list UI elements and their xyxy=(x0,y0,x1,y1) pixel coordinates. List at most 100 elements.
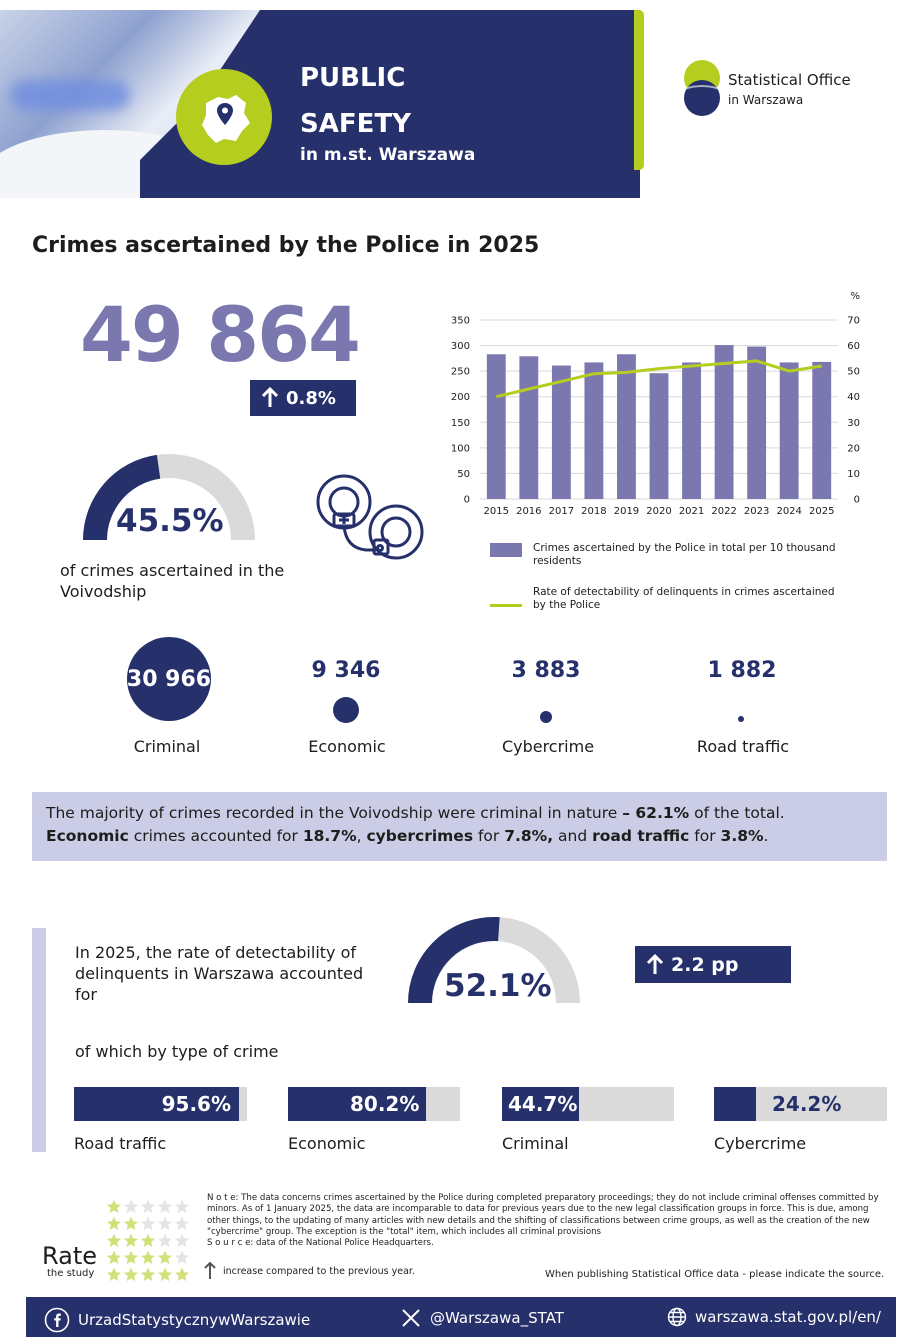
bar-2018 xyxy=(584,362,604,499)
rating-star-icon xyxy=(106,1233,122,1248)
rating-star-icon xyxy=(157,1199,173,1214)
y-left-tick-label: 100 xyxy=(451,443,470,454)
rating-star-icon xyxy=(140,1250,156,1265)
voivodship-share-value: 45.5% xyxy=(116,503,224,539)
category-label-criminal: Criminal xyxy=(133,737,201,756)
rating-star-icon xyxy=(174,1267,190,1282)
category-dot-road-traffic xyxy=(738,716,744,722)
main-title: Crimes ascertained by the Police in 2025 xyxy=(32,233,540,258)
type-bar-criminal: 44.7% xyxy=(502,1087,674,1121)
y-right-tick-label: 50 xyxy=(847,367,860,378)
y-left-tick-label: 350 xyxy=(451,316,470,327)
detectability-gauge xyxy=(408,917,580,1004)
info-line1: The majority of crimes recorded in the V… xyxy=(46,804,785,822)
source-note: S o u r c e: data of the National Police… xyxy=(207,1238,434,1249)
type-bar-value-cybercrime: 24.2% xyxy=(772,1092,842,1116)
rating-star-icon xyxy=(174,1216,190,1231)
type-bar-value-economic: 80.2% xyxy=(350,1092,420,1116)
y-left-tick-label: 200 xyxy=(451,392,470,403)
arrow-up-icon xyxy=(204,1262,216,1279)
x-tick-label: 2015 xyxy=(484,506,509,517)
footer-band xyxy=(26,1297,896,1337)
y-right-tick-label: 40 xyxy=(847,392,860,403)
header-title-line2: SAFETY xyxy=(300,109,411,139)
publish-note: When publishing Statistical Office data … xyxy=(545,1269,885,1280)
globe-icon xyxy=(667,1307,687,1327)
rating-star-icon xyxy=(123,1199,139,1214)
info-box: The majority of crimes recorded in the V… xyxy=(32,792,887,861)
detectability-value: 52.1% xyxy=(444,968,552,1004)
legend-bar-swatch xyxy=(490,543,522,557)
type-label-road-traffic: Road traffic xyxy=(74,1134,167,1153)
rating-star-icon xyxy=(106,1267,122,1282)
category-dot-economic xyxy=(333,697,359,723)
detectability-caption: In 2025, the rate of detectability of de… xyxy=(75,943,364,1004)
type-bar-fill-cybercrime xyxy=(714,1087,756,1121)
rate-study-word[interactable]: Rate xyxy=(42,1242,98,1270)
rate-study-sub[interactable]: the study xyxy=(47,1268,95,1279)
bar-2020 xyxy=(649,373,669,499)
total-crimes-value: 49 864 xyxy=(80,290,361,379)
category-value-cybercrime: 3 883 xyxy=(511,658,581,683)
logo-line2: in Warszawa xyxy=(728,93,804,107)
type-label-criminal: Criminal xyxy=(502,1134,569,1153)
rate-study-stars-icon[interactable] xyxy=(106,1199,190,1283)
category-value-economic: 9 346 xyxy=(311,658,381,683)
rating-star-icon xyxy=(157,1267,173,1282)
bar-2024 xyxy=(779,362,799,499)
facebook-icon xyxy=(44,1307,70,1333)
detectability-change-value: 2.2 pp xyxy=(671,953,739,976)
website-link[interactable]: warszawa.stat.gov.pl/en/ xyxy=(667,1307,881,1327)
detectability-rate-line xyxy=(495,359,822,399)
legend-bar-label: Crimes ascertained by the Police in tota… xyxy=(533,542,836,567)
rating-star-icon xyxy=(140,1216,156,1231)
x-tick-label: 2025 xyxy=(809,506,834,517)
type-bar-road-traffic: 95.6% xyxy=(74,1087,247,1121)
header-title: PUBLIC SAFETY xyxy=(300,55,411,147)
y-right-tick-label: 10 xyxy=(847,469,860,480)
x-link[interactable]: @Warszawa_STAT xyxy=(400,1307,564,1329)
x-tick-label: 2023 xyxy=(744,506,769,517)
category-value-road-traffic: 1 882 xyxy=(707,658,777,683)
rating-star-icon xyxy=(157,1216,173,1231)
type-bar-economic: 80.2% xyxy=(288,1087,460,1121)
logo-text: Statistical Office in Warszawa xyxy=(728,70,851,110)
header-title-line1: PUBLIC xyxy=(300,63,406,93)
total-change-value: 0.8% xyxy=(286,387,336,409)
rating-star-icon xyxy=(123,1233,139,1248)
type-bar-fill-road-traffic xyxy=(74,1087,240,1121)
y-right-tick-label: 30 xyxy=(847,418,860,429)
info-line2: Economic crimes accounted for 18.7%, cyb… xyxy=(46,827,769,845)
y-left-tick-label: 150 xyxy=(451,418,470,429)
type-bar-fill-economic xyxy=(288,1087,426,1121)
type-bar-value-road-traffic: 95.6% xyxy=(161,1092,231,1116)
header-subtitle: in m.st. Warszawa xyxy=(300,145,476,165)
type-bar-fill-criminal xyxy=(502,1087,579,1121)
type-bar-value-criminal: 44.7% xyxy=(508,1092,578,1116)
rating-star-icon xyxy=(123,1216,139,1231)
rating-star-icon xyxy=(157,1233,173,1248)
detectability-change-badge: 2.2 pp xyxy=(635,946,791,983)
bar-2023 xyxy=(747,346,767,499)
type-bar-cybercrime: 24.2% xyxy=(714,1087,887,1121)
rating-star-icon xyxy=(123,1267,139,1282)
voivodship-share-caption: of crimes ascertained in the Voivodship xyxy=(60,561,285,601)
arrow-up-icon xyxy=(646,953,664,974)
legend-line-label: Rate of detectability of delinquents in … xyxy=(533,586,835,611)
rating-star-icon xyxy=(106,1199,122,1214)
x-tick-label: 2016 xyxy=(516,506,541,517)
facebook-link[interactable]: UrzadStatystycznywWarszawie xyxy=(44,1307,310,1333)
bar-2017 xyxy=(551,365,571,499)
rating-star-icon xyxy=(174,1233,190,1248)
bar-2025 xyxy=(812,361,832,499)
bar-2022 xyxy=(714,345,734,499)
category-dot-criminal xyxy=(127,637,211,721)
rating-star-icon xyxy=(174,1199,190,1214)
x-tick-label: 2024 xyxy=(776,506,801,517)
legend-line-swatch xyxy=(490,604,522,607)
rating-star-icon xyxy=(123,1250,139,1265)
statistical-office-logo-icon xyxy=(684,60,720,116)
y-left-tick-label: 0 xyxy=(464,495,470,506)
category-label-economic: Economic xyxy=(308,737,386,756)
map-pin-icon xyxy=(202,95,250,143)
